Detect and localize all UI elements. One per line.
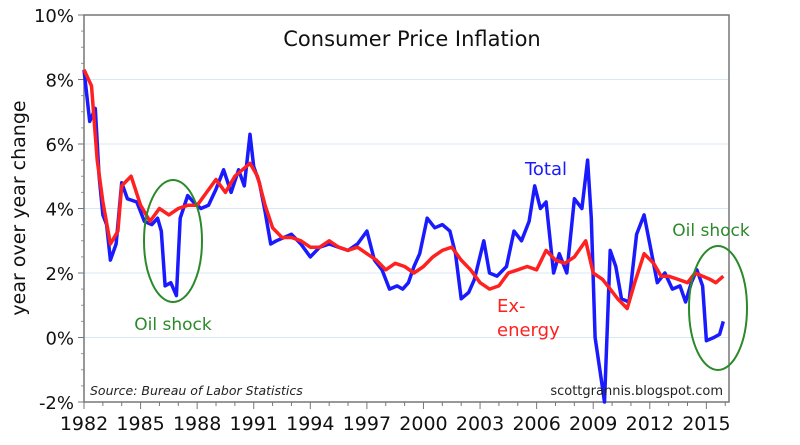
y-tick-label: 2% (45, 264, 74, 285)
x-tick-label: 1988 (173, 413, 221, 435)
y-tick-label: -2% (39, 393, 74, 414)
series-line-total (82, 69, 725, 404)
annotation-oil-shock-2: Oil shock (672, 221, 750, 241)
x-tick-label: 2009 (569, 413, 617, 435)
x-tick-label: 2006 (512, 413, 560, 435)
watermark: scottgrannis.blogspot.com (550, 384, 723, 399)
x-tick-label: 1997 (343, 413, 391, 435)
annotation-total: Total (524, 159, 567, 180)
oil-shock-circle-2015 (688, 245, 748, 371)
y-axis-label: year over year change (8, 100, 30, 315)
x-tick-label: 2012 (626, 413, 674, 435)
x-tick-label: 1991 (230, 413, 278, 435)
series-line-ex-energy (82, 69, 725, 311)
source-note: Source: Bureau of Labor Statistics (90, 383, 303, 398)
y-tick-label: 4% (45, 200, 74, 221)
x-tick-label: 2000 (399, 413, 447, 435)
x-tick-label: 2015 (682, 413, 730, 435)
plot-frame (83, 14, 730, 403)
y-tick-label: 8% (45, 71, 74, 92)
y-tick-label: 6% (45, 135, 74, 156)
y-tick-label: 10% (34, 6, 74, 27)
oil-shock-circle-1986 (143, 179, 203, 303)
annotation-ex-energy-1: Ex- (497, 296, 526, 317)
y-tick-label: 0% (45, 329, 74, 350)
x-tick-label: 1994 (286, 413, 334, 435)
chart-title: Consumer Price Inflation (283, 27, 541, 51)
gridlines (84, 79, 729, 338)
x-tick-label: 2003 (456, 413, 504, 435)
x-tick-label: 1982 (60, 413, 108, 435)
x-tick-label: 1985 (116, 413, 164, 435)
tick-labels: -2% 0% 2% 4% 6% 8% 10% 1982 1985 1988 1991 1994 1997… (34, 6, 731, 435)
annotation-ex-energy-2: energy (497, 320, 560, 341)
annotation-oil-shock-1: Oil shock (134, 315, 212, 335)
series-lines (82, 69, 725, 404)
